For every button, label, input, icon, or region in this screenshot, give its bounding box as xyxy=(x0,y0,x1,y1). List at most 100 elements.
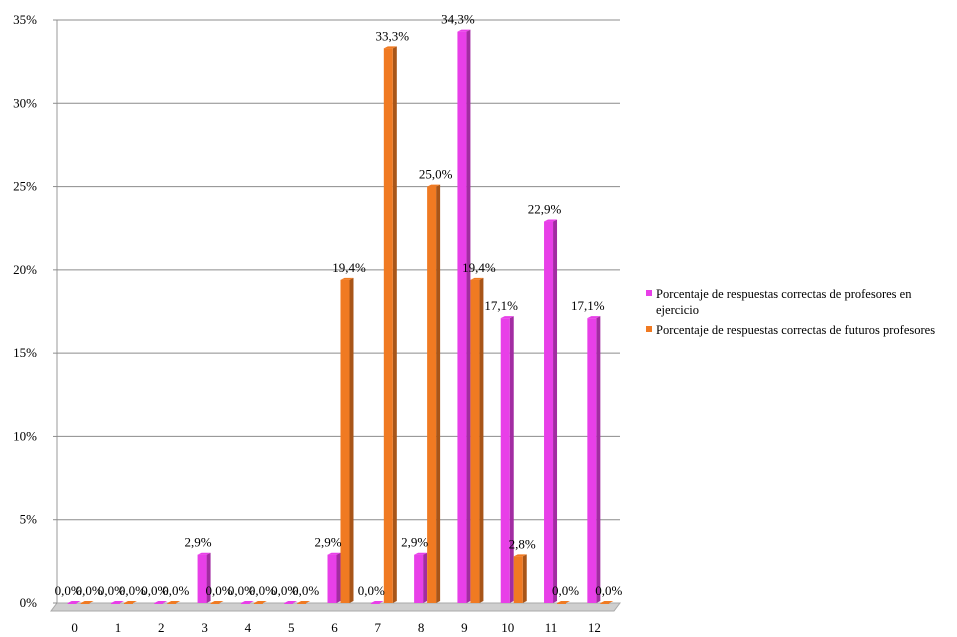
legend-item-profesores-en-ejercicio: Porcentaje de respuestas correctas de pr… xyxy=(646,286,951,318)
bar-profesores-2 xyxy=(154,603,164,604)
bar-top xyxy=(67,601,81,603)
data-label: 0,0% xyxy=(162,583,189,598)
bar-futuros-11 xyxy=(557,603,567,604)
bar-futuros-6 xyxy=(340,279,350,603)
bar-top xyxy=(327,552,341,555)
data-label: 0,0% xyxy=(119,583,146,598)
bar-top xyxy=(414,552,428,555)
data-label: 19,4% xyxy=(462,260,496,275)
bar-profesores-4 xyxy=(240,603,250,604)
data-label: 2,9% xyxy=(314,535,341,550)
bar-top xyxy=(500,316,514,319)
bar-top xyxy=(240,601,254,603)
x-tick-label: 2 xyxy=(158,620,165,635)
x-axis: 0 1 2 3 4 5 6 7 8 9 10 11 12 xyxy=(71,620,600,635)
bar-top xyxy=(110,601,124,603)
y-tick-label: 5% xyxy=(20,512,38,527)
bar-side xyxy=(509,316,514,603)
data-label: 0,0% xyxy=(55,583,82,598)
bar-futuros-9 xyxy=(470,279,480,603)
data-label: 0,0% xyxy=(292,583,319,598)
data-label: 25,0% xyxy=(419,167,453,182)
data-label: 22,9% xyxy=(528,202,562,217)
bar-futuros-0 xyxy=(80,603,90,604)
bar-top xyxy=(80,601,94,603)
legend-item-futuros-profesores: Porcentaje de respuestas correctas de fu… xyxy=(646,322,951,338)
bar-futuros-12 xyxy=(600,603,610,604)
data-label: 0,0% xyxy=(249,583,276,598)
bar-top xyxy=(167,601,181,603)
bar-top xyxy=(340,277,354,280)
x-tick-label: 8 xyxy=(418,620,425,635)
bar-profesores-0 xyxy=(67,603,77,604)
x-tick-label: 7 xyxy=(375,620,382,635)
bar-profesores-10 xyxy=(500,318,510,603)
data-label: 19,4% xyxy=(332,260,366,275)
data-label: 0,0% xyxy=(206,583,233,598)
legend-swatch-magenta xyxy=(646,290,652,296)
bar-futuros-1 xyxy=(123,603,133,604)
bar-top xyxy=(297,601,311,603)
bar-top xyxy=(470,277,484,280)
y-tick-label: 10% xyxy=(13,428,37,443)
data-label: 0,0% xyxy=(76,583,103,598)
chart-floor-plane xyxy=(50,602,621,612)
x-tick-label: 3 xyxy=(201,620,208,635)
bar-profesores-12 xyxy=(587,318,597,603)
bar-side xyxy=(423,552,428,603)
data-label: 0,0% xyxy=(228,583,255,598)
bar-profesores-11 xyxy=(544,221,554,603)
bar-profesores-9 xyxy=(457,31,467,604)
data-label: 2,9% xyxy=(401,535,428,550)
data-label: 0,0% xyxy=(595,583,622,598)
bar-side xyxy=(206,552,211,603)
bar-side xyxy=(392,46,397,604)
bar-profesores-6 xyxy=(327,554,337,603)
y-tick-label: 0% xyxy=(20,595,38,610)
legend: Porcentaje de respuestas correctas de pr… xyxy=(646,286,951,342)
x-tick-label: 1 xyxy=(115,620,122,635)
bar-top xyxy=(557,601,571,603)
y-axis: 0% 5% 10% 15% 20% 25% 30% 35% xyxy=(13,12,57,610)
bar-futuros-7 xyxy=(383,48,393,604)
bar-top xyxy=(457,29,471,32)
bar-top xyxy=(600,601,614,603)
data-label: 0,0% xyxy=(271,583,298,598)
x-tick-label: 12 xyxy=(588,620,601,635)
bar-top xyxy=(197,552,211,555)
bar-profesores-3 xyxy=(197,554,207,603)
bar-top xyxy=(154,601,168,603)
bar-side xyxy=(596,316,601,603)
y-tick-label: 25% xyxy=(13,179,37,194)
data-label: 17,1% xyxy=(571,298,605,313)
bar-side xyxy=(522,554,527,603)
bar-top xyxy=(427,184,441,187)
bar-futuros-2 xyxy=(167,603,177,604)
bar-futuros-10 xyxy=(513,556,523,603)
bar-futuros-8 xyxy=(427,186,437,604)
y-tick-label: 15% xyxy=(13,345,37,360)
bar-profesores-5 xyxy=(284,603,294,604)
data-label: 0,0% xyxy=(141,583,168,598)
x-tick-label: 0 xyxy=(71,620,78,635)
data-label: 17,1% xyxy=(484,298,518,313)
x-tick-label: 9 xyxy=(461,620,468,635)
bar-top xyxy=(123,601,137,603)
bar-side xyxy=(466,29,471,604)
x-tick-label: 10 xyxy=(501,620,514,635)
gridlines xyxy=(56,19,620,604)
y-tick-label: 20% xyxy=(13,262,37,277)
chart-floor xyxy=(50,602,621,612)
legend-label: Porcentaje de respuestas correctas de fu… xyxy=(656,323,936,337)
bar-top xyxy=(253,601,267,603)
bar-top xyxy=(284,601,298,603)
bar-top xyxy=(513,554,527,557)
data-label: 2,8% xyxy=(509,536,536,551)
y-tick-label: 35% xyxy=(13,12,37,27)
x-tick-label: 6 xyxy=(331,620,338,635)
bar-futuros-4 xyxy=(253,603,263,604)
bar-top xyxy=(370,601,384,603)
bar-profesores-7 xyxy=(370,603,380,604)
data-label: 0,0% xyxy=(98,583,125,598)
